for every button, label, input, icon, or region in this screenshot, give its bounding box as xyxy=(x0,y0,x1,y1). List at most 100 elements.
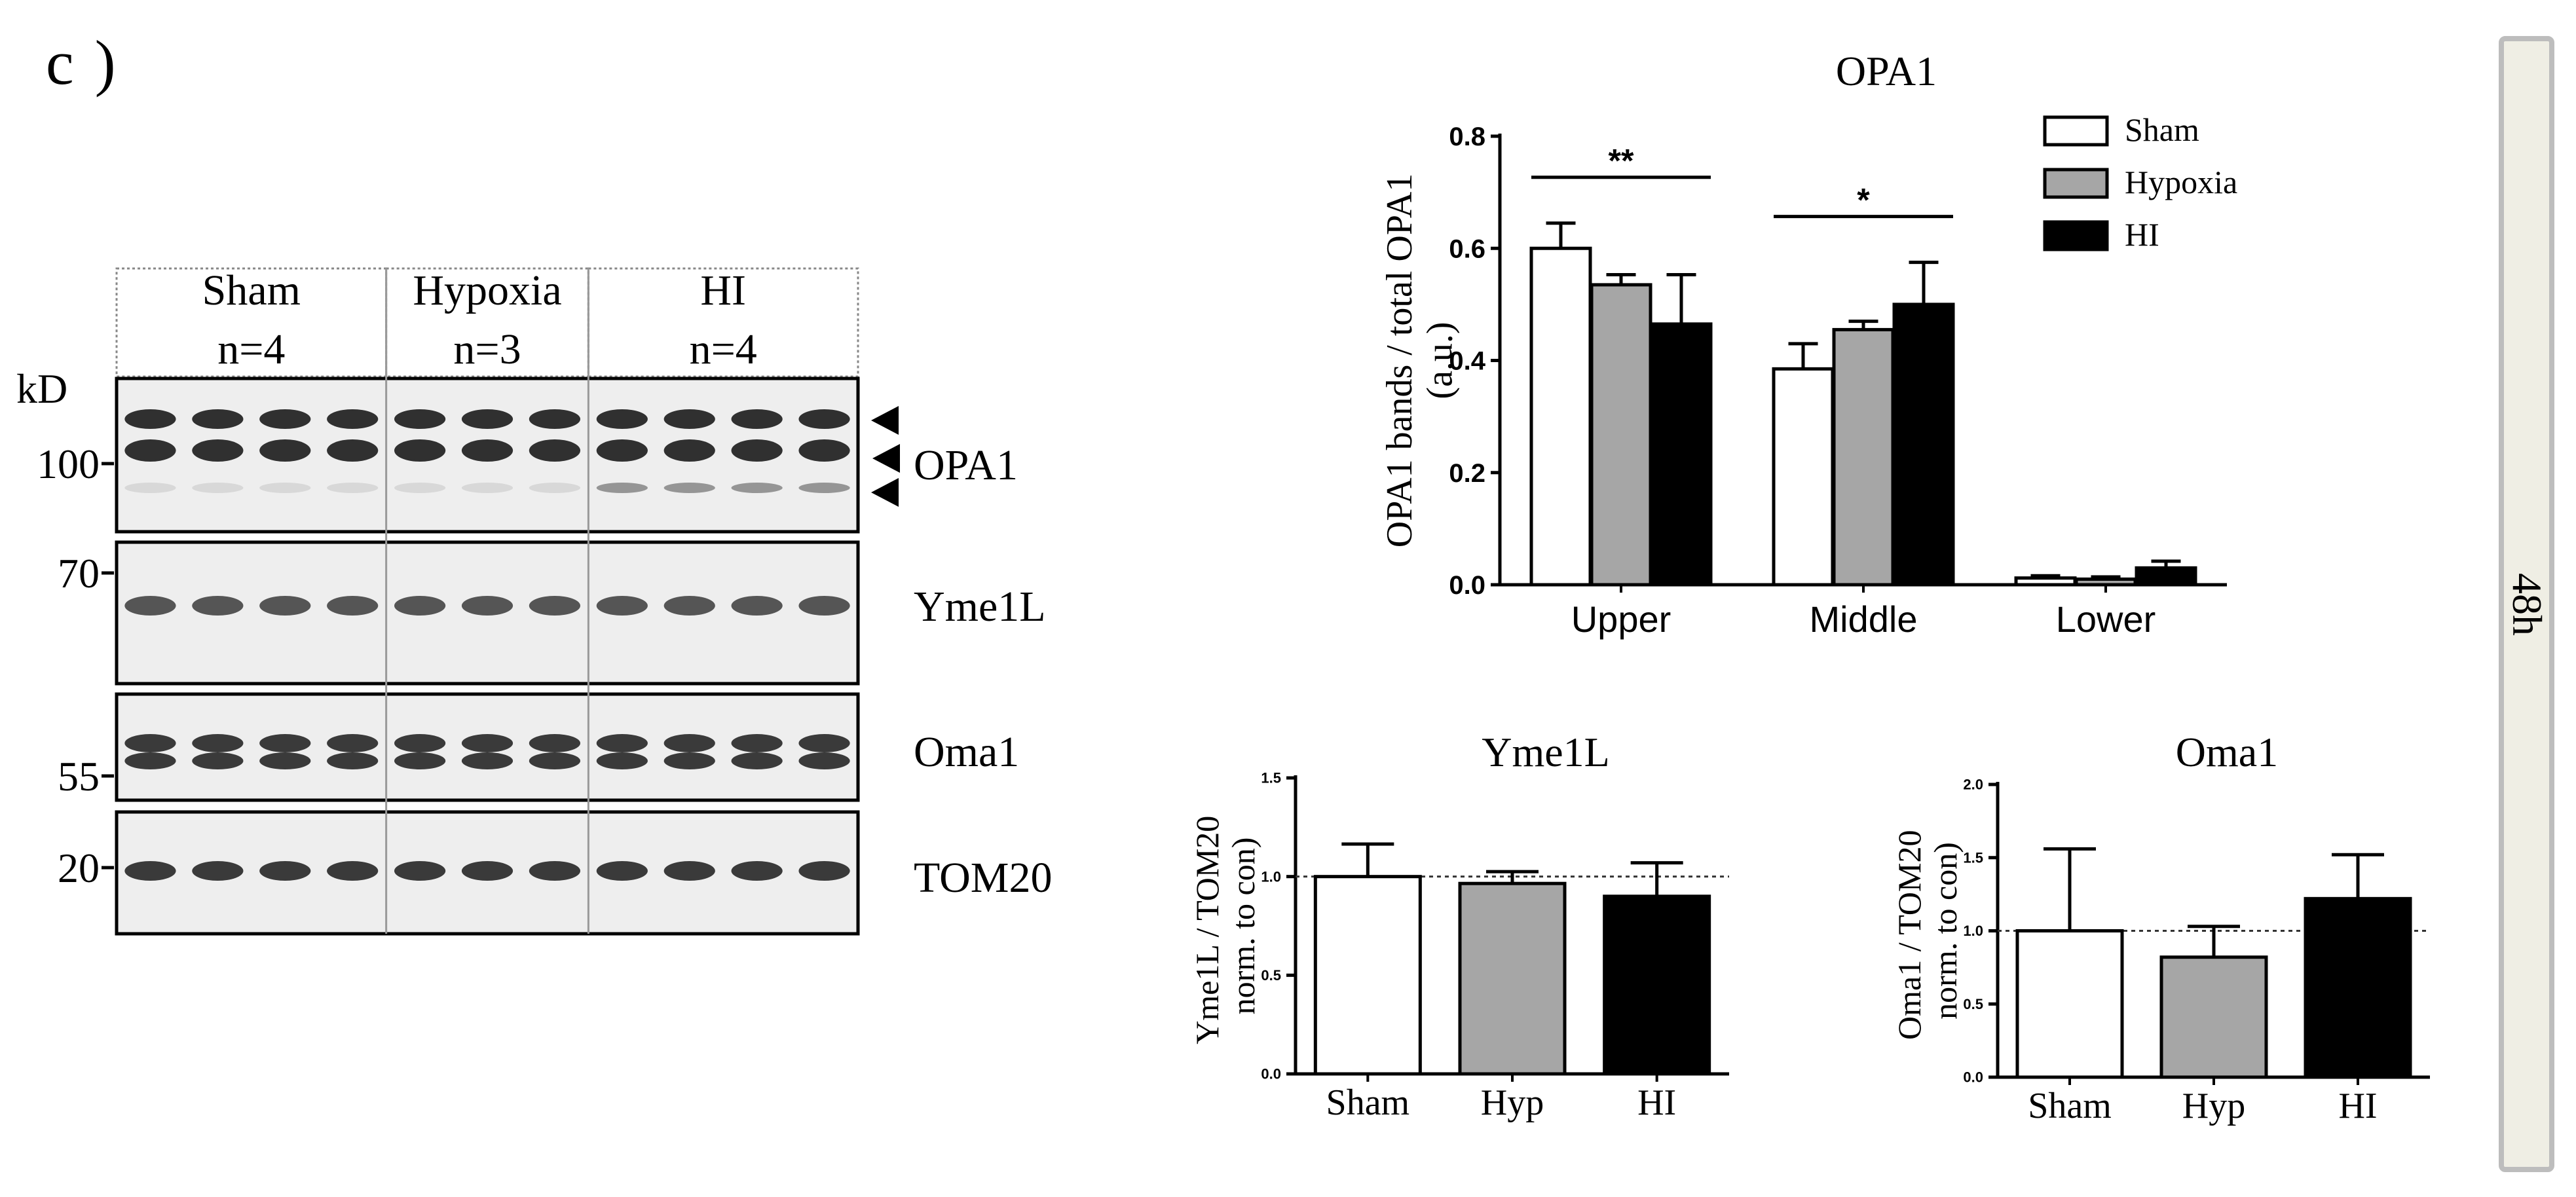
chart-title: OPA1 xyxy=(1836,48,1937,94)
blot-band xyxy=(461,439,513,462)
group-name-label: Hypoxia xyxy=(413,267,561,314)
blot-band xyxy=(529,483,581,493)
blot-band xyxy=(596,483,648,493)
blot-band xyxy=(327,483,379,493)
blot-band xyxy=(529,596,581,616)
y-tick-label: 1.0 xyxy=(1261,868,1281,885)
bar xyxy=(1458,881,1567,1076)
blot-band xyxy=(798,752,850,769)
blot-band xyxy=(461,734,513,752)
blot-band xyxy=(461,752,513,769)
marker-label: 55 xyxy=(58,753,100,800)
blot-band xyxy=(192,861,244,881)
y-tick-label: 0.5 xyxy=(1963,996,1983,1012)
bar xyxy=(2304,896,2412,1079)
blot-band xyxy=(259,861,311,881)
blot-band xyxy=(798,734,850,752)
x-tick-label: Sham xyxy=(2028,1086,2112,1126)
blot-band xyxy=(327,596,379,616)
marker-unit-label: kD xyxy=(16,365,67,412)
blot-band xyxy=(394,596,446,616)
blot-band xyxy=(394,861,446,881)
marker-label: 100 xyxy=(37,441,100,487)
x-tick-label: Upper xyxy=(1571,598,1671,640)
x-tick-label: Hyp xyxy=(1481,1082,1544,1123)
blot-band xyxy=(192,734,244,752)
y-tick-label: 0.0 xyxy=(1963,1069,1983,1086)
bar xyxy=(1313,875,1422,1076)
blot-band xyxy=(192,596,244,616)
blot-band xyxy=(461,861,513,881)
protein-label: Yme1L xyxy=(914,583,1046,631)
legend-swatch xyxy=(2043,220,2109,251)
blot-band xyxy=(259,596,311,616)
blot-band xyxy=(596,596,648,616)
x-tick-label: HI xyxy=(2338,1086,2377,1126)
timepoint-label: 48h xyxy=(2503,572,2550,636)
significance-label: * xyxy=(1857,182,1870,219)
blot-band xyxy=(259,409,311,429)
blot-band xyxy=(798,861,850,881)
y-tick-label: 1.5 xyxy=(1261,770,1281,786)
blot-band xyxy=(663,752,715,769)
protein-label: TOM20 xyxy=(914,854,1052,902)
bar xyxy=(1650,322,1713,587)
group-n-label: n=4 xyxy=(217,325,285,373)
y-tick-label: 0.8 xyxy=(1449,122,1485,151)
blot-band xyxy=(596,752,648,769)
blot-band xyxy=(663,483,715,493)
y-axis-label: OPA1 bands / total OPA1(a.u.) xyxy=(1379,174,1461,548)
legend-label: Sham xyxy=(2125,111,2199,148)
y-tick-label: 2.0 xyxy=(1963,777,1983,793)
blot-band xyxy=(461,409,513,429)
blot-band xyxy=(327,861,379,881)
blot-band xyxy=(124,734,176,752)
blot-band xyxy=(663,596,715,616)
blot-band xyxy=(124,596,176,616)
blot-band xyxy=(529,752,581,769)
group-n-label: n=3 xyxy=(453,325,521,373)
blot-band xyxy=(596,861,648,881)
y-tick-label: 0.4 xyxy=(1449,347,1485,376)
x-tick-label: Hyp xyxy=(2182,1086,2245,1126)
x-tick-label: Middle xyxy=(1810,598,1918,640)
blot-band xyxy=(259,734,311,752)
blot-band xyxy=(124,483,176,493)
bar xyxy=(1603,894,1711,1076)
y-tick-label: 0.0 xyxy=(1449,571,1485,600)
bar xyxy=(2015,929,2124,1079)
blot-band xyxy=(798,439,850,462)
band-arrow-icon xyxy=(871,478,899,507)
x-tick-label: HI xyxy=(1637,1082,1676,1123)
chart-title: Oma1 xyxy=(2176,729,2278,775)
blot-band xyxy=(327,734,379,752)
blot-band xyxy=(259,752,311,769)
group-name-label: HI xyxy=(700,267,746,314)
blot-band xyxy=(327,752,379,769)
blot-band xyxy=(798,483,850,493)
blot-band xyxy=(124,409,176,429)
marker-label: 20 xyxy=(58,845,100,891)
blot-band xyxy=(663,734,715,752)
timepoint-tab: 48h xyxy=(2499,36,2554,1172)
y-tick-label: 1.5 xyxy=(1963,849,1983,866)
blot-band xyxy=(192,409,244,429)
blot-band xyxy=(327,439,379,462)
blot-band xyxy=(124,752,176,769)
y-tick-label: 0.5 xyxy=(1261,967,1281,984)
x-tick-label: Lower xyxy=(2056,598,2156,640)
blot-band xyxy=(394,409,446,429)
legend-swatch xyxy=(2043,115,2109,147)
blot-band xyxy=(663,409,715,429)
blot-band xyxy=(192,752,244,769)
blot-band xyxy=(192,483,244,493)
blot-band xyxy=(394,734,446,752)
bar xyxy=(1892,303,1955,587)
blot-band xyxy=(529,439,581,462)
blot-band xyxy=(529,409,581,429)
blot-band xyxy=(124,439,176,462)
band-arrow-icon xyxy=(871,406,899,435)
blot-band xyxy=(731,734,783,752)
